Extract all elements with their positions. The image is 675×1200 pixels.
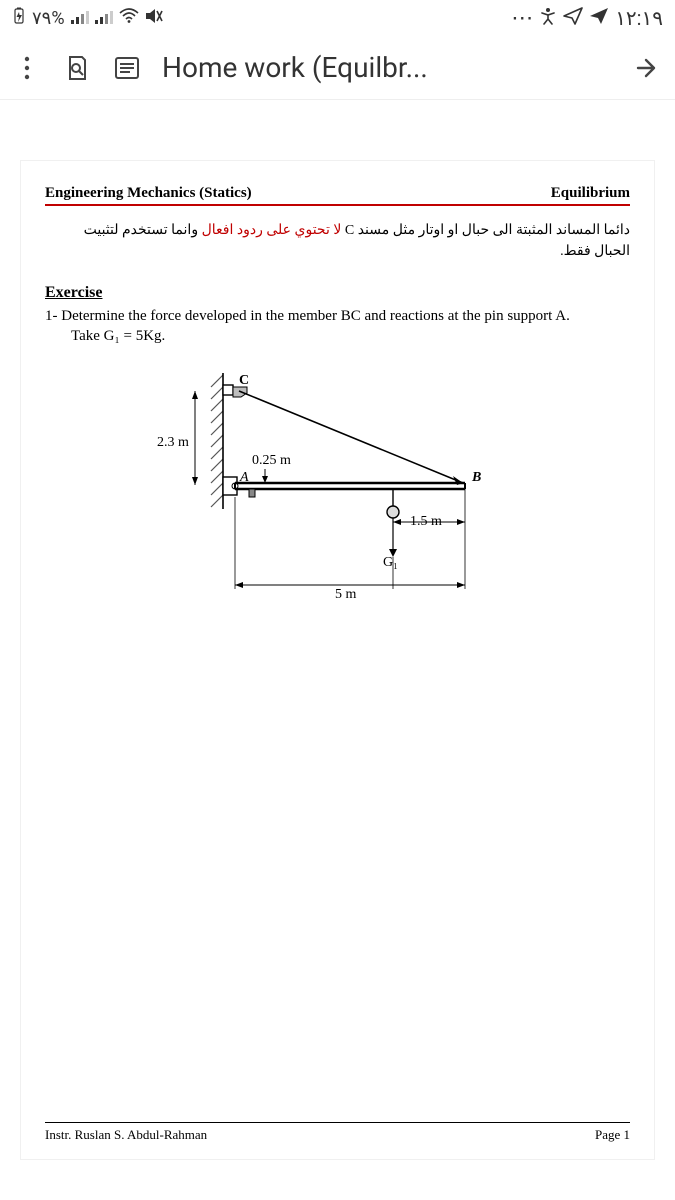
doc-footer: Instr. Ruslan S. Abdul-Rahman Page 1 [45,1122,630,1143]
label-C: C [239,373,249,389]
mute-icon [145,8,163,29]
footer-right: Page 1 [595,1127,630,1143]
section-title: Exercise [45,284,630,302]
doc-header: Engineering Mechanics (Statics) Equilibr… [45,185,630,204]
status-right: ⋯ ١٢:١٩ [511,6,663,31]
note-line: دائما المساند المثبتة الى حبال او اوتار … [45,220,630,262]
note-part1: دائما المساند المثبتة الى حبال او اوتار … [341,223,630,238]
header-left: Engineering Mechanics (Statics) [45,185,252,202]
problem-text: 1- Determine the force developed in the … [45,306,630,347]
status-left: ٧٩% [12,7,163,30]
header-underline [45,204,630,206]
header-right: Equilibrium [551,185,630,202]
signal1-icon [71,8,89,29]
battery-icon [12,7,26,30]
figure-svg [165,357,525,617]
clock-time: ١٢:١٩ [615,6,663,30]
document-page: Engineering Mechanics (Statics) Equilibr… [20,160,655,1160]
label-G1: G₁ [383,555,398,571]
app-bar: Home work (Equilbr... [0,36,675,100]
more-vert-icon[interactable] [12,53,42,83]
problem-line2: Take G₁ = 5Kg. [45,326,630,346]
footer-rule [45,1122,630,1123]
status-bar: ٧٩% ⋯ ١٢:١٩ [0,0,675,36]
note-red: لا تحتوي على ردود افعال [202,223,342,238]
page-title: Home work (Equilbr... [162,51,613,84]
label-5m: 5 m [335,587,356,603]
figure: C 2.3 m 0.25 m A B 1.5 m G₁ 5 m [45,357,630,637]
back-icon[interactable] [633,53,663,83]
label-15m: 1.5 m [410,514,442,530]
battery-pct: ٧٩% [32,8,65,29]
search-file-icon[interactable] [62,53,92,83]
send-filled-icon [589,7,609,30]
send-icon [563,7,583,30]
label-025m: 0.25 m [252,453,291,469]
accessibility-icon [539,7,557,30]
outline-icon[interactable] [112,53,142,83]
more-status-icon: ⋯ [511,6,533,31]
footer-left: Instr. Ruslan S. Abdul-Rahman [45,1127,207,1143]
signal2-icon [95,8,113,29]
label-A: A [240,470,249,486]
label-B: B [472,470,481,486]
label-23m: 2.3 m [157,435,189,451]
problem-line1: 1- Determine the force developed in the … [45,308,570,324]
wifi-icon [119,8,139,29]
